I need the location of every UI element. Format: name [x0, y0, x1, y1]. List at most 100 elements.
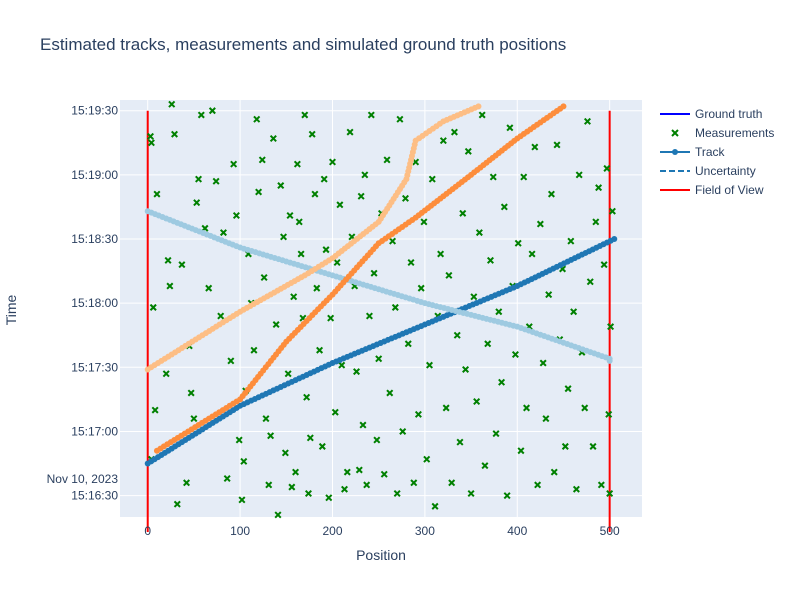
measurement-point [450, 128, 458, 136]
measurement-point [393, 489, 401, 497]
measurement-point [523, 404, 531, 412]
measurement-point [168, 100, 176, 108]
x-tick-label: 400 [507, 524, 527, 538]
measurement-point [486, 256, 494, 264]
measurement-point [357, 192, 365, 200]
measurement-point [600, 261, 608, 269]
measurement-point [284, 370, 292, 378]
measurement-point [373, 436, 381, 444]
measurement-point [238, 496, 246, 504]
measurement-point [187, 389, 195, 397]
measurement-point [277, 182, 285, 190]
y-tick-labels: 15:16:30 15:17:00 15:17:30 15:18:00 15:18:30… [71, 104, 118, 503]
measurement-point [183, 479, 191, 487]
measurement-point [363, 481, 371, 489]
measurement-point [255, 188, 263, 196]
measurement-point [492, 430, 500, 438]
measurement-point [318, 442, 326, 450]
measurement-point [375, 355, 383, 363]
measurement-point [293, 160, 301, 168]
measurement-point [414, 410, 422, 418]
measurement-point [260, 273, 268, 281]
measurement-point [453, 331, 461, 339]
measurement-point [467, 489, 475, 497]
measurement-point [343, 468, 351, 476]
measurement-point [147, 139, 155, 147]
x-axis-title: Position [356, 547, 406, 563]
legend-symbol-marker [672, 149, 678, 155]
measurement-point [561, 442, 569, 450]
measurement-point [506, 124, 514, 132]
measurement-point [173, 500, 181, 508]
measurement-point [448, 479, 456, 487]
measurement-point [190, 415, 198, 423]
measurement-point [322, 246, 330, 254]
measurement-point [475, 229, 483, 237]
measurement-point [484, 340, 492, 348]
measurement-point [197, 111, 205, 119]
measurement-point [478, 111, 486, 119]
measurement-point [267, 432, 275, 440]
y-tick-label: 15:17:00 [71, 424, 118, 438]
chart-title: Estimated tracks, measurements and simul… [40, 35, 566, 54]
measurement-point [328, 158, 337, 166]
track-point [560, 103, 567, 110]
legend-label: Track [695, 145, 726, 159]
y-axis-title: Time [3, 294, 19, 325]
measurement-point [407, 259, 415, 267]
measurement-point [586, 278, 594, 286]
measurement-point [272, 321, 280, 329]
measurement-point [456, 438, 464, 446]
measurement-point [428, 175, 436, 183]
measurement-point [297, 250, 305, 258]
measurement-point [338, 361, 346, 369]
measurement-point [367, 111, 375, 119]
measurement-point [592, 218, 600, 226]
measurement-point [208, 107, 216, 115]
measurement-point [171, 130, 179, 138]
measurement-point [313, 284, 321, 292]
measurement-point [589, 442, 597, 450]
measurement-point [489, 173, 497, 181]
measurement-point [262, 415, 270, 423]
measurement-point [503, 492, 511, 500]
measurement-point [346, 128, 354, 136]
y-tick-label: 15:18:00 [71, 296, 118, 310]
measurement-point [235, 436, 243, 444]
y-tick-label: 15:16:30 [71, 489, 118, 503]
measurement-point [290, 293, 298, 301]
x-tick-labels: 0 100 200 300 400 500 [144, 524, 620, 538]
measurement-point [353, 368, 361, 376]
measurement-point [473, 398, 481, 406]
measurement-point [531, 143, 539, 151]
measurement-point [386, 389, 394, 397]
track-point [606, 357, 613, 364]
measurement-point [151, 406, 159, 414]
measurement-point [274, 511, 282, 519]
measurement-point [542, 415, 550, 423]
legend-label: Uncertainty [695, 164, 756, 178]
measurement-point [401, 194, 409, 202]
measurement-point [391, 303, 399, 311]
measurement-point [304, 489, 312, 497]
measurement-point [301, 111, 309, 119]
x-tick-label: 100 [230, 524, 250, 538]
legend-symbol [671, 129, 679, 137]
measurement-point [495, 308, 503, 316]
legend[interactable]: Ground truth Measurements Track Uncertainty… [660, 107, 774, 197]
measurement-point [253, 115, 261, 123]
measurement-point [295, 218, 303, 226]
measurement-point [288, 483, 296, 491]
legend-label: Ground truth [695, 107, 762, 121]
measurement-point [365, 312, 373, 320]
measurement-point [520, 173, 528, 181]
tracks [144, 103, 618, 467]
x-tick-label: 0 [144, 524, 151, 538]
measurement-point [459, 209, 467, 217]
measurement-point [417, 284, 425, 292]
measurement-point [286, 211, 294, 219]
measurement-point [570, 308, 578, 316]
measurement-point [553, 141, 561, 149]
measurement-point [431, 502, 439, 510]
measurement-point [439, 137, 447, 145]
